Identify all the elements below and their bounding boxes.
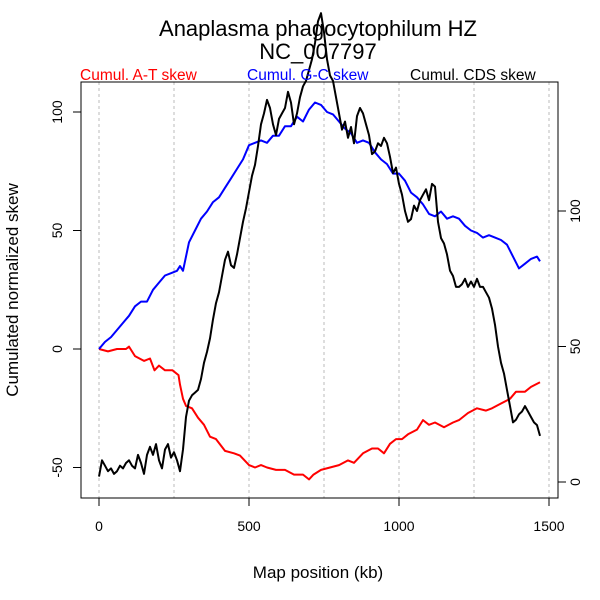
y-axis-right: 0 50 100	[558, 199, 583, 486]
y-left-tick-label: 50	[49, 223, 65, 239]
x-axis-label: Map position (kb)	[253, 563, 383, 582]
legend-at-skew: Cumul. A-T skew	[80, 67, 198, 84]
x-tick-label: 0	[95, 518, 103, 534]
plot-frame	[80, 81, 559, 499]
chart-title: Anaplasma phagocytophilum HZ	[159, 16, 477, 41]
legend-cds-skew: Cumul. CDS skew	[410, 67, 537, 84]
y-right-tick-label: 0	[567, 478, 583, 486]
y-right-tick-label: 50	[567, 339, 583, 355]
legend-gc-skew: Cumul. G-C skew	[247, 67, 369, 84]
y-left-tick-label: 100	[49, 100, 65, 124]
x-tick-label: 1000	[383, 518, 414, 534]
y-left-tick-label: 0	[49, 345, 65, 353]
grid-lines	[98, 82, 550, 498]
cds-skew-line	[98, 12, 541, 477]
x-tick-label: 500	[237, 518, 261, 534]
series-lines	[98, 12, 541, 481]
y-left-tick-label: -50	[49, 457, 65, 477]
gc-skew-line	[98, 101, 541, 350]
at-skew-line	[98, 345, 541, 481]
chart-subtitle: NC_007797	[259, 39, 376, 64]
y-axis-left: -50 0 50 100	[49, 100, 81, 478]
y-axis-label: Cumulated normalized skew	[3, 183, 22, 397]
y-right-tick-label: 100	[567, 199, 583, 223]
x-tick-label: 1500	[533, 518, 564, 534]
x-axis: 0 500 1000 1500	[95, 498, 565, 534]
